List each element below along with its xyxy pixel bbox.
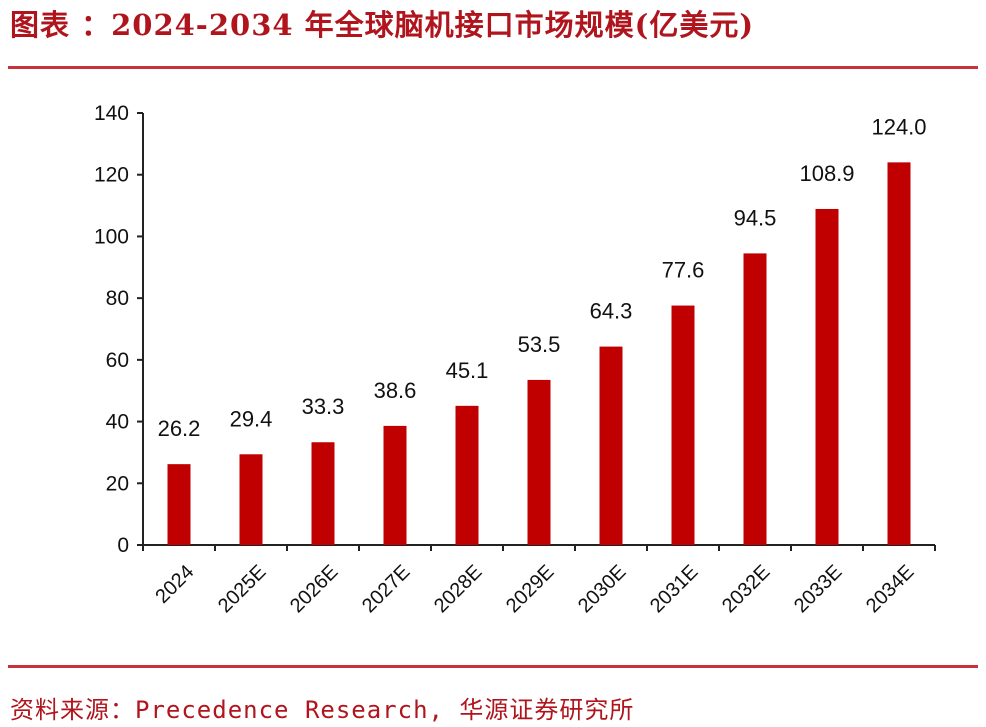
- y-tick-label: 40: [106, 411, 129, 434]
- bar: [311, 442, 335, 545]
- x-tick-label: 2025E: [214, 561, 270, 617]
- y-tick-label: 80: [106, 287, 129, 310]
- chart-title: 图表 ：2024-2034 年全球脑机接口市场规模(亿美元): [10, 8, 755, 42]
- bar: [887, 162, 911, 545]
- data-label: 77.6: [662, 258, 705, 283]
- y-tick-label: 60: [106, 349, 129, 372]
- bottom-divider: [8, 665, 978, 668]
- source-note: 资料来源：Precedence Research, 华源证券研究所: [10, 696, 635, 724]
- bar: [671, 305, 695, 545]
- x-tick-label: 2032E: [718, 561, 774, 617]
- data-label: 124.0: [871, 114, 926, 139]
- data-label: 94.5: [734, 205, 777, 230]
- top-divider: [8, 66, 978, 69]
- x-tick-label: 2031E: [646, 561, 702, 617]
- bar: [599, 346, 623, 545]
- y-tick-label: 20: [106, 472, 129, 495]
- bar: [239, 454, 263, 545]
- y-tick-label: 0: [117, 534, 129, 557]
- bar: [383, 425, 407, 545]
- bar-chart: 0 20 40 60 80 100 120 140 26.2 2024 29.4 2025E 33.3 2…: [94, 102, 936, 617]
- x-tick-label: 2027E: [358, 561, 414, 617]
- x-tick-label: 2030E: [574, 561, 630, 617]
- data-label: 45.1: [446, 358, 489, 383]
- x-tick-label: 2028E: [430, 561, 486, 617]
- y-tick-label: 120: [94, 164, 129, 187]
- data-label: 33.3: [302, 394, 345, 419]
- bar: [743, 253, 767, 545]
- x-tick-label: 2029E: [502, 561, 558, 617]
- x-tick-label: 2033E: [790, 561, 846, 617]
- x-tick-label: 2034E: [862, 561, 918, 617]
- data-label: 108.9: [799, 161, 854, 186]
- y-tick-label: 140: [94, 102, 129, 125]
- x-tick-label: 2024: [151, 561, 198, 608]
- data-label: 26.2: [158, 416, 201, 441]
- y-tick-label: 100: [94, 225, 129, 248]
- x-tick-label: 2026E: [286, 561, 342, 617]
- data-label: 53.5: [518, 332, 561, 357]
- bar: [815, 208, 839, 546]
- data-label: 38.6: [374, 378, 417, 403]
- bar: [455, 405, 479, 545]
- bar: [167, 464, 191, 545]
- bar: [527, 379, 551, 545]
- data-label: 29.4: [230, 406, 273, 431]
- data-label: 64.3: [590, 299, 633, 324]
